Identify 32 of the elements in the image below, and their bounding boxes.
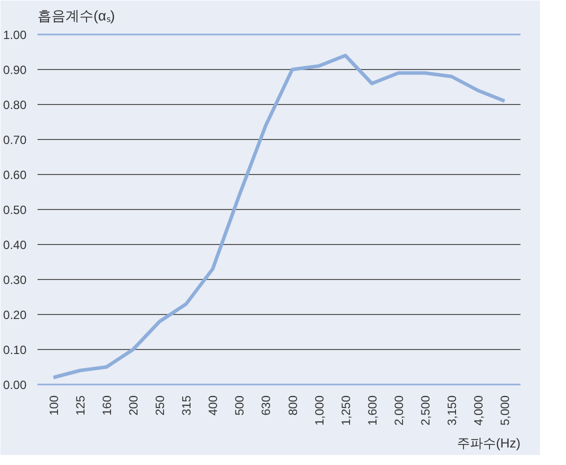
x-tick-label: 5,000 (498, 395, 512, 426)
y-axis-title: 흡음계수(αₛ) (38, 8, 115, 24)
x-tick-label: 2,500 (418, 395, 432, 426)
x-tick-label: 3,150 (445, 395, 459, 426)
x-tick-label: 400 (206, 395, 220, 416)
x-tick-label: 1,000 (312, 395, 326, 426)
y-tick-label: 0.00 (3, 378, 27, 392)
x-axis-title: 주파수(Hz) (456, 436, 520, 450)
y-tick-label: 0.50 (3, 203, 27, 217)
x-tick-label: 4,000 (472, 395, 486, 426)
x-tick-label: 1,600 (365, 395, 380, 426)
x-tick-label: 1,250 (338, 395, 353, 426)
y-tick-label: 0.70 (3, 133, 27, 147)
y-tick-label: 0.10 (3, 343, 27, 357)
y-tick-label: 1.00 (3, 28, 27, 42)
x-tick-label: 2,000 (392, 395, 406, 426)
x-tick-label: 125 (73, 395, 88, 416)
x-tick-label: 200 (126, 395, 141, 416)
y-tick-label: 0.90 (3, 63, 27, 77)
line-series (52, 54, 506, 380)
y-tick-label: 0.20 (3, 308, 27, 322)
y-tick-label: 0.30 (3, 273, 27, 287)
x-tick-label: 500 (232, 395, 247, 416)
y-tick-label: 0.80 (3, 98, 27, 112)
x-tick-label: 315 (180, 395, 194, 416)
y-tick-label: 0.40 (3, 238, 27, 252)
x-tick-label: 100 (46, 395, 61, 416)
x-tick-label: 630 (259, 395, 274, 416)
x-tick-label: 160 (100, 395, 114, 416)
x-tick-label: 800 (286, 395, 300, 416)
y-tick-label: 0.60 (3, 168, 27, 182)
x-tick-label: 250 (153, 395, 168, 416)
